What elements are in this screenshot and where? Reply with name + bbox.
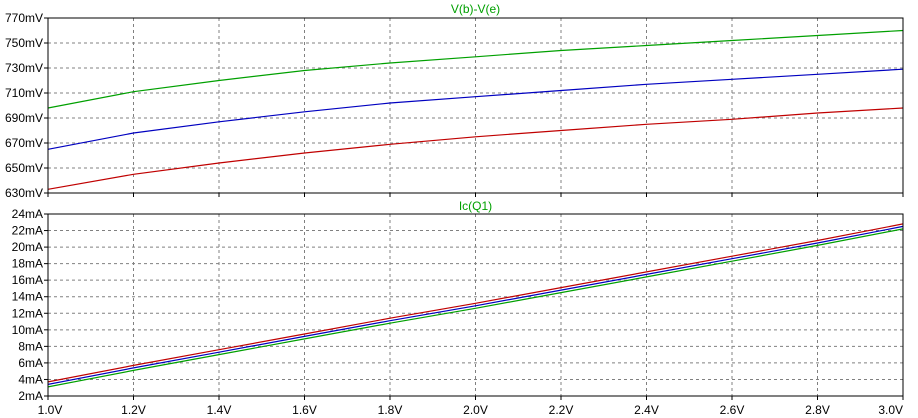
data-point bbox=[218, 349, 219, 350]
data-point bbox=[304, 333, 305, 334]
data-point bbox=[560, 287, 561, 288]
y-tick-label: 6mA bbox=[18, 356, 43, 370]
data-point bbox=[560, 90, 561, 91]
data-point bbox=[133, 367, 134, 368]
y-tick-label: 14mA bbox=[12, 290, 43, 304]
data-point bbox=[475, 308, 476, 309]
data-point bbox=[218, 352, 219, 353]
data-point bbox=[389, 320, 390, 321]
y-tick-label: 710mV bbox=[5, 86, 43, 100]
y-tick-label: 770mV bbox=[5, 11, 43, 25]
data-point bbox=[560, 130, 561, 131]
data-point bbox=[646, 274, 647, 275]
series-line-0 bbox=[47, 29, 904, 109]
data-point bbox=[304, 111, 305, 112]
data-point bbox=[133, 365, 134, 366]
data-point bbox=[133, 174, 134, 175]
data-point bbox=[817, 242, 818, 243]
data-point bbox=[817, 112, 818, 113]
data-point bbox=[817, 240, 818, 241]
y-tick-label: 630mV bbox=[5, 186, 43, 200]
x-tick-label: 1.4V bbox=[207, 403, 232, 417]
panel-title: V(b)-V(e) bbox=[451, 2, 500, 16]
data-point bbox=[817, 35, 818, 36]
data-point bbox=[304, 152, 305, 153]
data-point bbox=[304, 338, 305, 339]
data-point bbox=[560, 290, 561, 291]
plot-frame bbox=[47, 17, 904, 194]
series-line-2 bbox=[47, 228, 904, 388]
data-point bbox=[304, 70, 305, 71]
series-line-0 bbox=[47, 223, 904, 383]
data-point bbox=[475, 96, 476, 97]
y-tick-label: 22mA bbox=[12, 224, 43, 238]
data-point bbox=[646, 124, 647, 125]
data-point bbox=[646, 271, 647, 272]
data-point bbox=[218, 162, 219, 163]
data-point bbox=[646, 45, 647, 46]
data-point bbox=[389, 62, 390, 63]
data-point bbox=[731, 261, 732, 262]
data-point bbox=[218, 121, 219, 122]
data-point bbox=[817, 245, 818, 246]
data-point bbox=[133, 91, 134, 92]
y-tick-label: 10mA bbox=[12, 323, 43, 337]
y-tick-label: 16mA bbox=[12, 273, 43, 287]
y-tick-label: 8mA bbox=[18, 339, 43, 353]
data-point bbox=[731, 79, 732, 80]
x-tick-label: 2.0V bbox=[463, 403, 488, 417]
series-line-2 bbox=[47, 107, 904, 190]
y-tick-label: 750mV bbox=[5, 36, 43, 50]
x-tick-label: 1.0V bbox=[38, 403, 63, 417]
y-tick-label: 690mV bbox=[5, 111, 43, 125]
data-point bbox=[817, 74, 818, 75]
y-tick-label: 2mA bbox=[18, 389, 43, 403]
x-tick-label: 2.4V bbox=[634, 403, 659, 417]
data-point bbox=[646, 84, 647, 85]
y-tick-label: 24mA bbox=[12, 207, 43, 221]
x-tick-label: 1.6V bbox=[292, 403, 317, 417]
x-tick-label: 2.6V bbox=[720, 403, 745, 417]
x-tick-label: 1.8V bbox=[378, 403, 403, 417]
y-tick-label: 18mA bbox=[12, 257, 43, 271]
y-tick-label: 650mV bbox=[5, 161, 43, 175]
x-tick-label: 2.8V bbox=[805, 403, 830, 417]
data-point bbox=[731, 258, 732, 259]
series-line-1 bbox=[47, 68, 904, 150]
y-tick-label: 4mA bbox=[18, 372, 43, 386]
data-point bbox=[475, 136, 476, 137]
data-point bbox=[731, 40, 732, 41]
data-point bbox=[133, 370, 134, 371]
data-point bbox=[475, 56, 476, 57]
y-tick-label: 12mA bbox=[12, 306, 43, 320]
data-point bbox=[389, 102, 390, 103]
plot-frame bbox=[47, 213, 904, 397]
data-point bbox=[731, 256, 732, 257]
data-point bbox=[560, 50, 561, 51]
data-point bbox=[560, 292, 561, 293]
data-point bbox=[389, 323, 390, 324]
data-point bbox=[475, 305, 476, 306]
x-tick-label: 1.2V bbox=[121, 403, 146, 417]
data-point bbox=[389, 318, 390, 319]
data-point bbox=[218, 354, 219, 355]
panel-title: Ic(Q1) bbox=[459, 199, 492, 213]
x-tick-label: 3.0V bbox=[878, 403, 903, 417]
data-point bbox=[304, 336, 305, 337]
data-point bbox=[646, 276, 647, 277]
data-point bbox=[731, 119, 732, 120]
data-point bbox=[389, 144, 390, 145]
data-point bbox=[475, 303, 476, 304]
y-tick-label: 670mV bbox=[5, 136, 43, 150]
data-point bbox=[218, 80, 219, 81]
y-tick-label: 730mV bbox=[5, 61, 43, 75]
series-line-1 bbox=[47, 225, 904, 385]
data-point bbox=[133, 132, 134, 133]
y-tick-label: 20mA bbox=[12, 240, 43, 254]
x-tick-label: 2.2V bbox=[549, 403, 574, 417]
